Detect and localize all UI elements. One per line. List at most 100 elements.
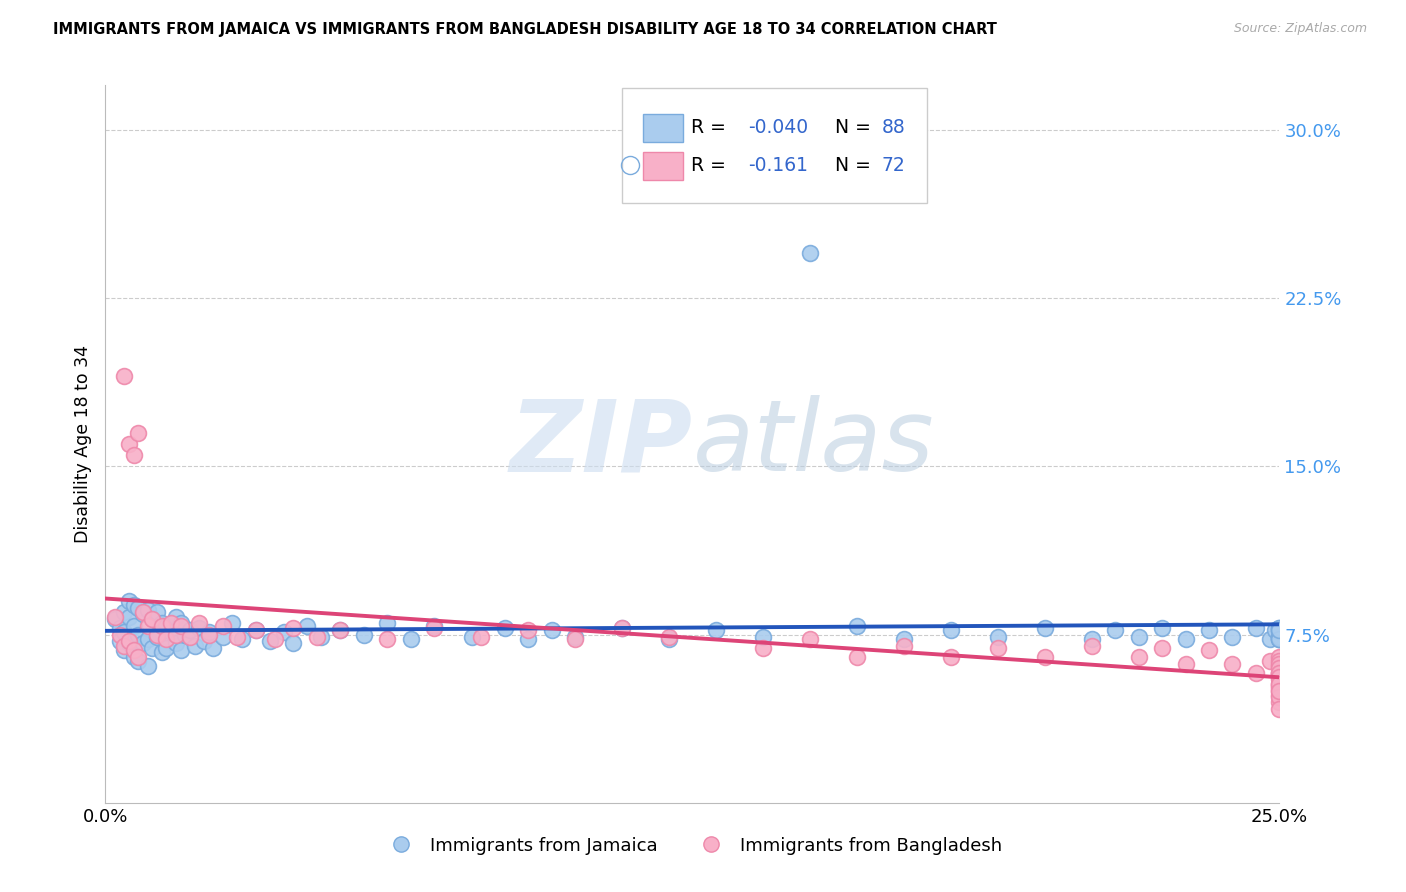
Point — [146, 630, 169, 644]
Point — [1268, 632, 1291, 646]
Point — [704, 623, 727, 637]
Point — [1268, 679, 1291, 693]
Point — [799, 246, 821, 260]
Point — [1268, 632, 1291, 646]
Point — [517, 623, 540, 637]
Point — [1244, 621, 1267, 635]
Point — [118, 609, 141, 624]
Point — [1174, 657, 1197, 671]
Point — [987, 630, 1010, 644]
Point — [122, 618, 145, 632]
Point — [1033, 621, 1056, 635]
Text: ZIP: ZIP — [509, 395, 693, 492]
Point — [136, 659, 159, 673]
Point — [197, 625, 219, 640]
Point — [297, 618, 319, 632]
Point — [1268, 673, 1291, 687]
Point — [127, 627, 149, 641]
FancyBboxPatch shape — [621, 88, 928, 203]
Point — [752, 640, 775, 655]
Point — [273, 625, 295, 640]
Point — [329, 623, 352, 637]
Text: N =: N = — [823, 119, 877, 137]
Point — [1268, 661, 1291, 675]
Point — [1268, 657, 1291, 671]
Point — [893, 632, 915, 646]
Point — [122, 649, 145, 664]
Point — [188, 616, 211, 631]
Point — [1268, 630, 1291, 644]
Text: Source: ZipAtlas.com: Source: ZipAtlas.com — [1233, 22, 1367, 36]
Point — [939, 649, 962, 664]
Point — [179, 630, 201, 644]
Point — [231, 632, 253, 646]
Point — [122, 448, 145, 462]
Text: -0.161: -0.161 — [748, 156, 807, 175]
Text: -0.040: -0.040 — [748, 119, 808, 137]
Point — [202, 640, 225, 655]
Point — [1128, 649, 1150, 664]
Point — [1258, 632, 1281, 646]
Point — [610, 621, 633, 635]
Point — [165, 636, 187, 650]
Point — [1268, 655, 1291, 669]
Point — [517, 632, 540, 646]
Point — [399, 632, 422, 646]
Point — [155, 632, 177, 646]
Point — [1264, 623, 1286, 637]
Point — [150, 616, 173, 631]
Point — [146, 605, 169, 619]
Text: N =: N = — [823, 156, 877, 175]
FancyBboxPatch shape — [643, 114, 683, 142]
Point — [165, 609, 187, 624]
Point — [1268, 688, 1291, 702]
Point — [540, 623, 562, 637]
Text: atlas: atlas — [693, 395, 934, 492]
Point — [1268, 681, 1291, 696]
Point — [127, 600, 149, 615]
Point — [1268, 670, 1291, 684]
Point — [1268, 683, 1291, 698]
Point — [1268, 621, 1291, 635]
Point — [470, 630, 492, 644]
Point — [1268, 623, 1291, 637]
Legend: Immigrants from Jamaica, Immigrants from Bangladesh: Immigrants from Jamaica, Immigrants from… — [375, 830, 1010, 862]
Point — [1268, 623, 1291, 637]
Point — [141, 612, 163, 626]
Point — [1033, 649, 1056, 664]
Point — [155, 640, 177, 655]
Point — [1268, 632, 1291, 646]
Point — [1244, 665, 1267, 680]
Point — [112, 625, 135, 640]
Point — [353, 627, 375, 641]
Point — [165, 627, 187, 641]
Point — [136, 603, 159, 617]
Text: 88: 88 — [882, 119, 905, 137]
Point — [1268, 677, 1291, 691]
Point — [169, 616, 191, 631]
Point — [179, 623, 201, 637]
Point — [564, 632, 586, 646]
Point — [1104, 623, 1126, 637]
Point — [122, 643, 145, 657]
Point — [155, 618, 177, 632]
Point — [112, 369, 135, 384]
Point — [169, 643, 191, 657]
Point — [329, 623, 352, 637]
Point — [118, 636, 141, 650]
Point — [104, 609, 127, 624]
Point — [108, 621, 131, 635]
Point — [1268, 649, 1291, 664]
Point — [845, 618, 868, 632]
Point — [259, 634, 281, 648]
Point — [893, 639, 915, 653]
Point — [283, 621, 305, 635]
Point — [211, 630, 233, 644]
Point — [127, 425, 149, 440]
Point — [150, 645, 173, 659]
Point — [174, 627, 197, 641]
Point — [127, 655, 149, 669]
Point — [211, 618, 233, 632]
Point — [197, 627, 219, 641]
Point — [108, 627, 131, 641]
